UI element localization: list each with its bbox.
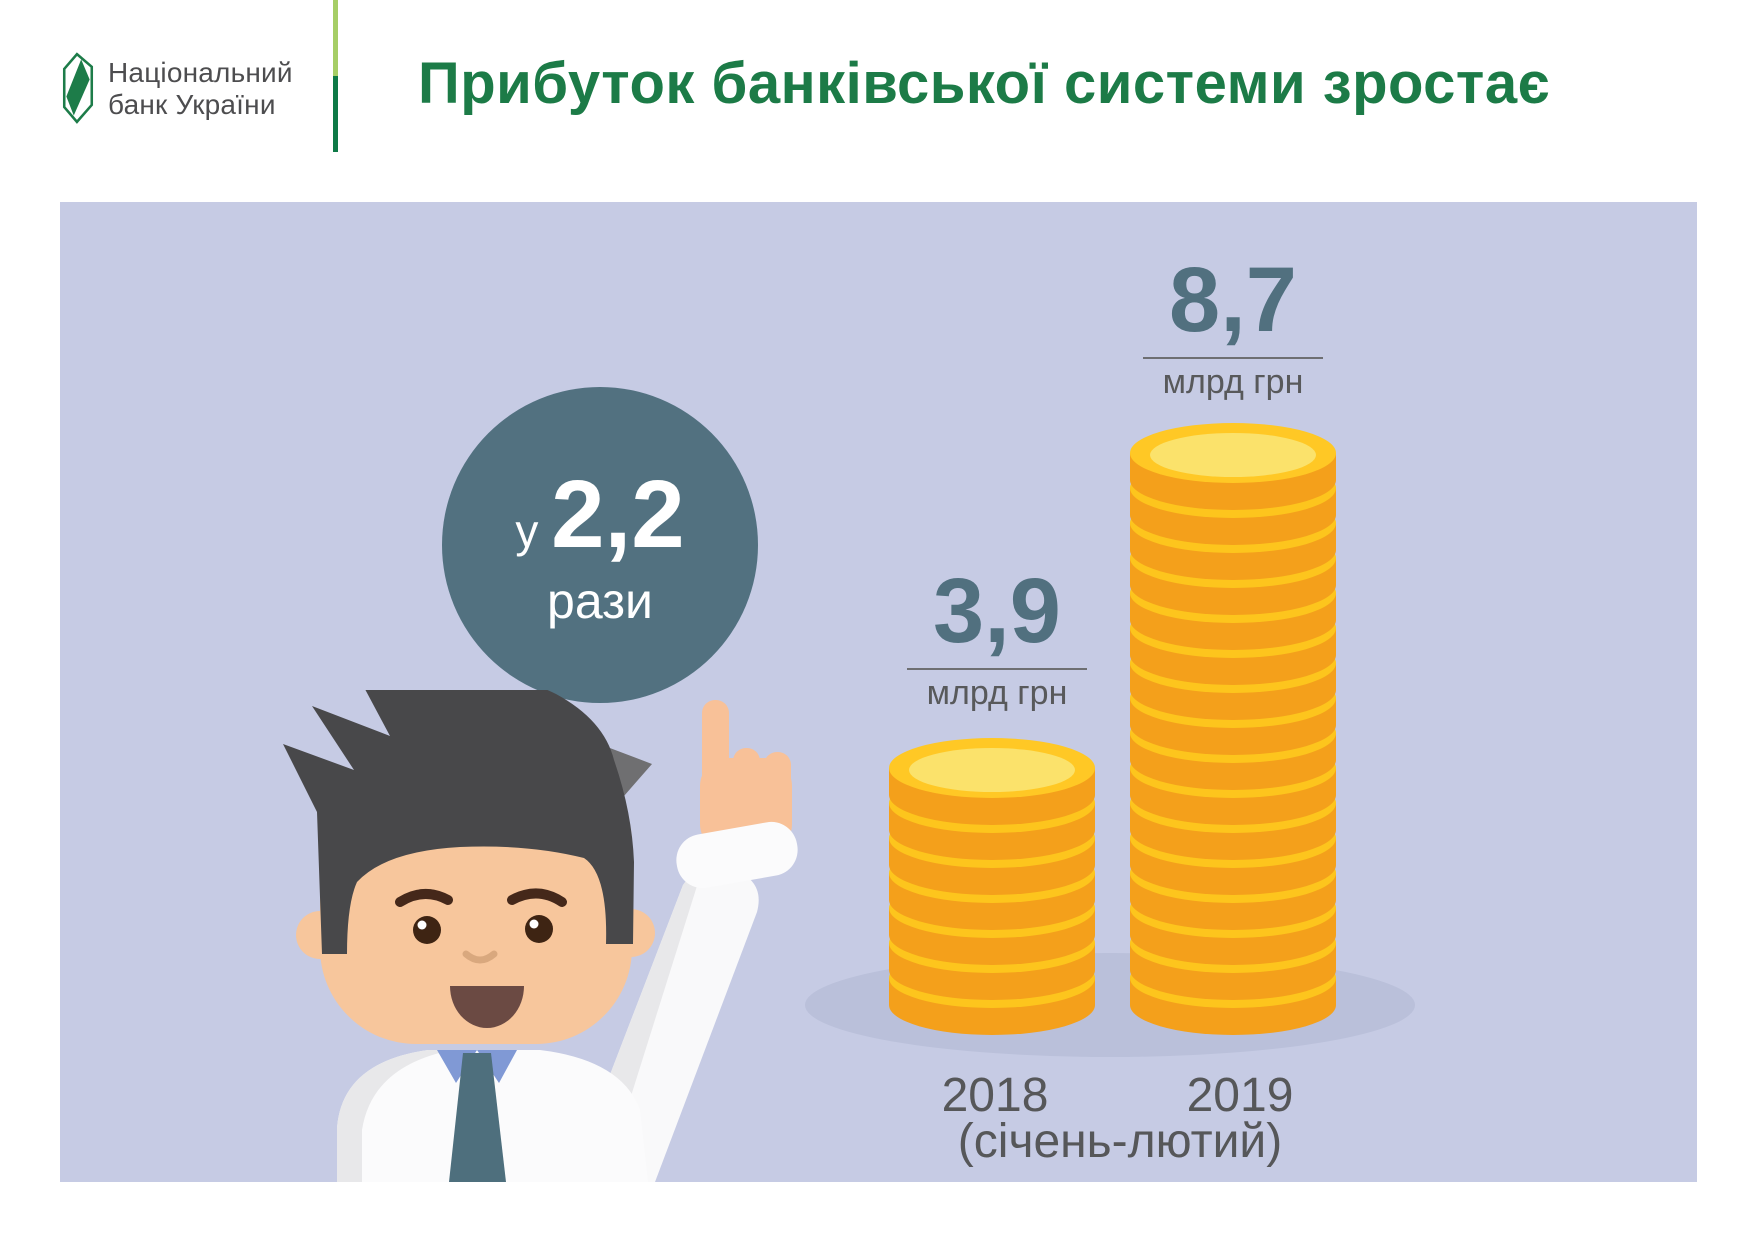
value-label-2018: 3,9 млрд грн — [887, 564, 1107, 713]
tie — [449, 1053, 506, 1182]
divider-dark-segment — [333, 76, 338, 152]
nose — [462, 950, 498, 964]
category-label-2018: 2018 — [941, 1069, 1049, 1122]
growth-prefix: у — [515, 505, 539, 557]
value-unit-2018: млрд грн — [926, 674, 1068, 712]
coin-stack-2019 — [1130, 423, 1336, 1035]
logo-line-1: Національний — [108, 57, 293, 88]
growth-badge: у 2,2 рази — [442, 387, 758, 703]
growth-multiplier: 2,2 — [551, 461, 685, 568]
hair — [283, 690, 634, 954]
pointing-hand-icon — [676, 700, 798, 889]
header-divider — [333, 0, 338, 152]
shirt-shadow — [337, 1050, 452, 1182]
value-label-2019: 8,7 млрд грн — [1123, 253, 1343, 402]
value-number-2019: 8,7 — [1169, 249, 1297, 351]
eyebrow-right — [507, 888, 567, 907]
nbu-logo-icon — [62, 52, 94, 124]
value-number-2018: 3,9 — [933, 560, 1061, 662]
eye-left — [413, 916, 441, 944]
period-note: (січень-лютий) — [957, 1115, 1283, 1168]
eye-right — [525, 915, 553, 943]
growth-suffix: рази — [547, 573, 653, 629]
eye-left-highlight — [417, 920, 427, 930]
logo-line-2: банк України — [108, 89, 276, 120]
value-underline-2019 — [1143, 357, 1323, 359]
mouth — [450, 986, 524, 1028]
page-title: Прибуток банківської системи зростає — [418, 51, 1551, 116]
growth-badge-value: у 2,2 — [515, 460, 684, 570]
divider-light-segment — [333, 0, 338, 76]
value-underline-2018 — [907, 668, 1087, 670]
category-label-2019: 2019 — [1186, 1069, 1294, 1122]
coin-stack-2018 — [889, 738, 1095, 1035]
logo-text: Національний банк України — [108, 57, 293, 121]
businessman-illustration — [283, 690, 798, 1182]
infographic-panel: у 2,2 рази — [60, 202, 1697, 1182]
value-unit-2019: млрд грн — [1162, 363, 1304, 401]
eye-right-highlight — [529, 919, 539, 929]
eyebrow-left — [395, 889, 453, 907]
